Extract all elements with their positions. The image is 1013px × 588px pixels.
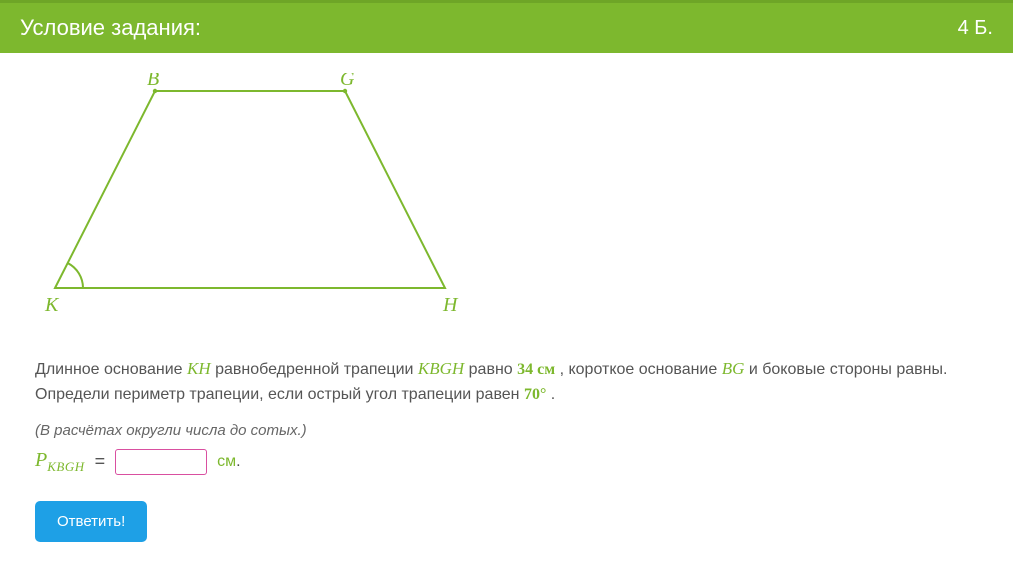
- num-70: 70°: [524, 386, 546, 403]
- task-title: Условие задания:: [20, 15, 201, 41]
- num-34: 34 см: [517, 361, 555, 378]
- label-H: H: [442, 294, 459, 316]
- label-B: B: [147, 73, 159, 90]
- text: , короткое основание: [560, 361, 722, 378]
- var-KH: KH: [187, 359, 211, 378]
- text: равнобедренной трапеции: [215, 361, 418, 378]
- perimeter-sub: KBGH: [47, 459, 84, 474]
- text: Длинное основание: [35, 361, 187, 378]
- answer-input[interactable]: [115, 449, 207, 475]
- text: .: [551, 386, 555, 403]
- answer-unit: см.: [217, 453, 240, 471]
- rounding-hint: (В расчётах округли числа до сотых.): [35, 422, 978, 439]
- trapezoid-figure: K H G B: [35, 73, 978, 328]
- task-points: 4 Б.: [958, 17, 993, 40]
- problem-statement: Длинное основание KH равнобедренной трап…: [35, 356, 978, 408]
- var-KBGH: KBGH: [418, 359, 464, 378]
- perimeter-label: PKBGH: [35, 449, 85, 475]
- submit-button[interactable]: Ответить!: [35, 501, 147, 542]
- perimeter-P: P: [35, 449, 47, 471]
- trapezoid-shape: [55, 91, 445, 288]
- label-K: K: [44, 294, 60, 316]
- task-header: Условие задания: 4 Б.: [0, 0, 1013, 53]
- var-BG: BG: [722, 359, 745, 378]
- task-content: K H G B Длинное основание KH равнобедрен…: [0, 53, 1013, 572]
- label-G: G: [340, 73, 355, 90]
- equals-sign: =: [95, 451, 106, 472]
- answer-row: PKBGH = см.: [35, 449, 978, 475]
- angle-arc: [68, 263, 83, 288]
- trapezoid-svg: K H G B: [35, 73, 485, 323]
- text: равно: [469, 361, 517, 378]
